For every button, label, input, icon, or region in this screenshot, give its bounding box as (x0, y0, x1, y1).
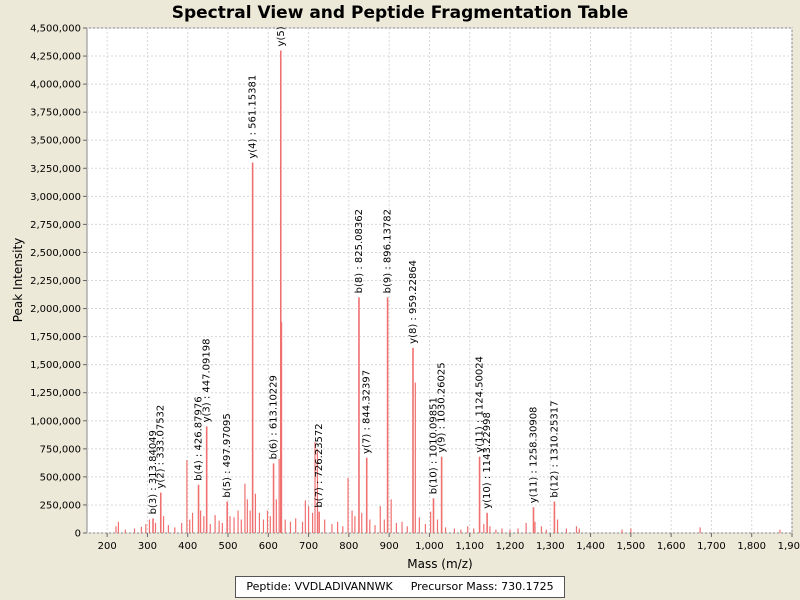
x-tick-label: 1,800 (737, 541, 766, 552)
y-tick-label: 2,000,000 (30, 304, 81, 315)
peaks-layer (115, 50, 781, 533)
x-tick-label: 1,100 (455, 541, 484, 552)
x-axis-label: Mass (m/z) (407, 557, 472, 571)
x-tick-label: 200 (98, 541, 117, 552)
y-axis: 0 250,000 500,000 750,000 1,000,000 1,250,000… (30, 24, 87, 540)
y-tick-label: 3,750,000 (30, 108, 81, 119)
peak-annotation-label: b(10) : 1010.09851 (428, 397, 439, 494)
peak-annotation-label: b(12) : 1310.25317 (549, 401, 560, 498)
peak-annotation-label: y(2) : 333.07532 (156, 405, 167, 489)
peak-annotation-label: b(5) : 497.97095 (222, 413, 233, 497)
y-tick-label: 1,000,000 (30, 416, 81, 427)
x-tick-label: 1,200 (496, 541, 525, 552)
grid-layer (87, 27, 793, 534)
peak-annotation-label: b(8) : 825.08362 (354, 209, 365, 293)
y-tick-label: 2,500,000 (30, 248, 81, 259)
peak-annotation-label: b(9) : 896.13782 (383, 209, 394, 293)
x-tick-label: 1,300 (536, 541, 565, 552)
y-tick-label: 250,000 (40, 500, 81, 511)
peptide-text: Peptide: VVDLADIVANNWK (246, 580, 393, 593)
x-tick-label: 300 (138, 541, 157, 552)
x-tick-label: 1,600 (657, 541, 686, 552)
x-tick-label: 400 (178, 541, 197, 552)
peak-annotation-label: y(5) (276, 26, 287, 46)
peak-annotation-label: y(9) : 1030.26025 (437, 362, 448, 452)
y-tick-label: 3,250,000 (30, 164, 81, 175)
x-tick-label: 900 (380, 541, 399, 552)
x-tick-label: 800 (339, 541, 358, 552)
x-tick-label: 1,400 (576, 541, 605, 552)
x-tick-label: 1,900 (778, 541, 800, 552)
chart-title: Spectral View and Peptide Fragmentation … (171, 3, 629, 23)
y-tick-label: 2,750,000 (30, 220, 81, 231)
y-tick-label: 1,250,000 (30, 388, 81, 399)
precursor-mass-text: Precursor Mass: 730.1725 (410, 580, 554, 593)
x-axis: 200 300 400 500 600 700 800 900 1,000 1,100 1,200 1… (98, 533, 800, 552)
peak-annotation-label: b(4) : 426.87976 (194, 396, 205, 480)
y-tick-label: 4,000,000 (30, 80, 81, 91)
y-tick-label: 0 (75, 529, 81, 540)
peptide-legend: Peptide: VVDLADIVANNWK Precursor Mass: 73… (235, 576, 565, 598)
peak-annotation-label: y(11) : 1124.50024 (475, 356, 486, 453)
x-tick-label: 1,700 (697, 541, 726, 552)
y-tick-label: 3,000,000 (30, 192, 81, 203)
y-tick-label: 1,500,000 (30, 360, 81, 371)
y-tick-label: 1,750,000 (30, 332, 81, 343)
x-tick-label: 1,000 (415, 541, 444, 552)
peak-annotation-label: y(11) : 1258.30908 (528, 407, 539, 504)
y-axis-label: Peak Intensity (11, 238, 25, 323)
peak-annotation-label: y(10) : 1143.22998 (482, 412, 493, 509)
peak-annotation-label: y(7) : 844.32397 (362, 370, 373, 454)
y-tick-label: 4,250,000 (30, 52, 81, 63)
x-tick-label: 600 (259, 541, 278, 552)
peak-annotation-label: y(3) : 447.09198 (202, 338, 213, 422)
y-tick-label: 2,250,000 (30, 276, 81, 287)
x-tick-label: 700 (299, 541, 318, 552)
x-tick-label: 500 (218, 541, 237, 552)
peak-annotation-label: y(4) : 561.15381 (248, 75, 259, 159)
y-tick-label: 4,500,000 (30, 24, 81, 35)
y-tick-label: 3,500,000 (30, 136, 81, 147)
y-tick-label: 500,000 (40, 472, 81, 483)
peak-annotation-label: b(3) : 313.84049 (148, 430, 159, 514)
peak-annotation-label: b(7) : 726.23572 (314, 423, 325, 507)
x-tick-label: 1,500 (617, 541, 646, 552)
peak-annotation-label: b(6) : 613.10229 (269, 375, 280, 459)
peak-annotation-label: y(8) : 959.22864 (408, 260, 419, 344)
y-tick-label: 750,000 (40, 444, 81, 455)
